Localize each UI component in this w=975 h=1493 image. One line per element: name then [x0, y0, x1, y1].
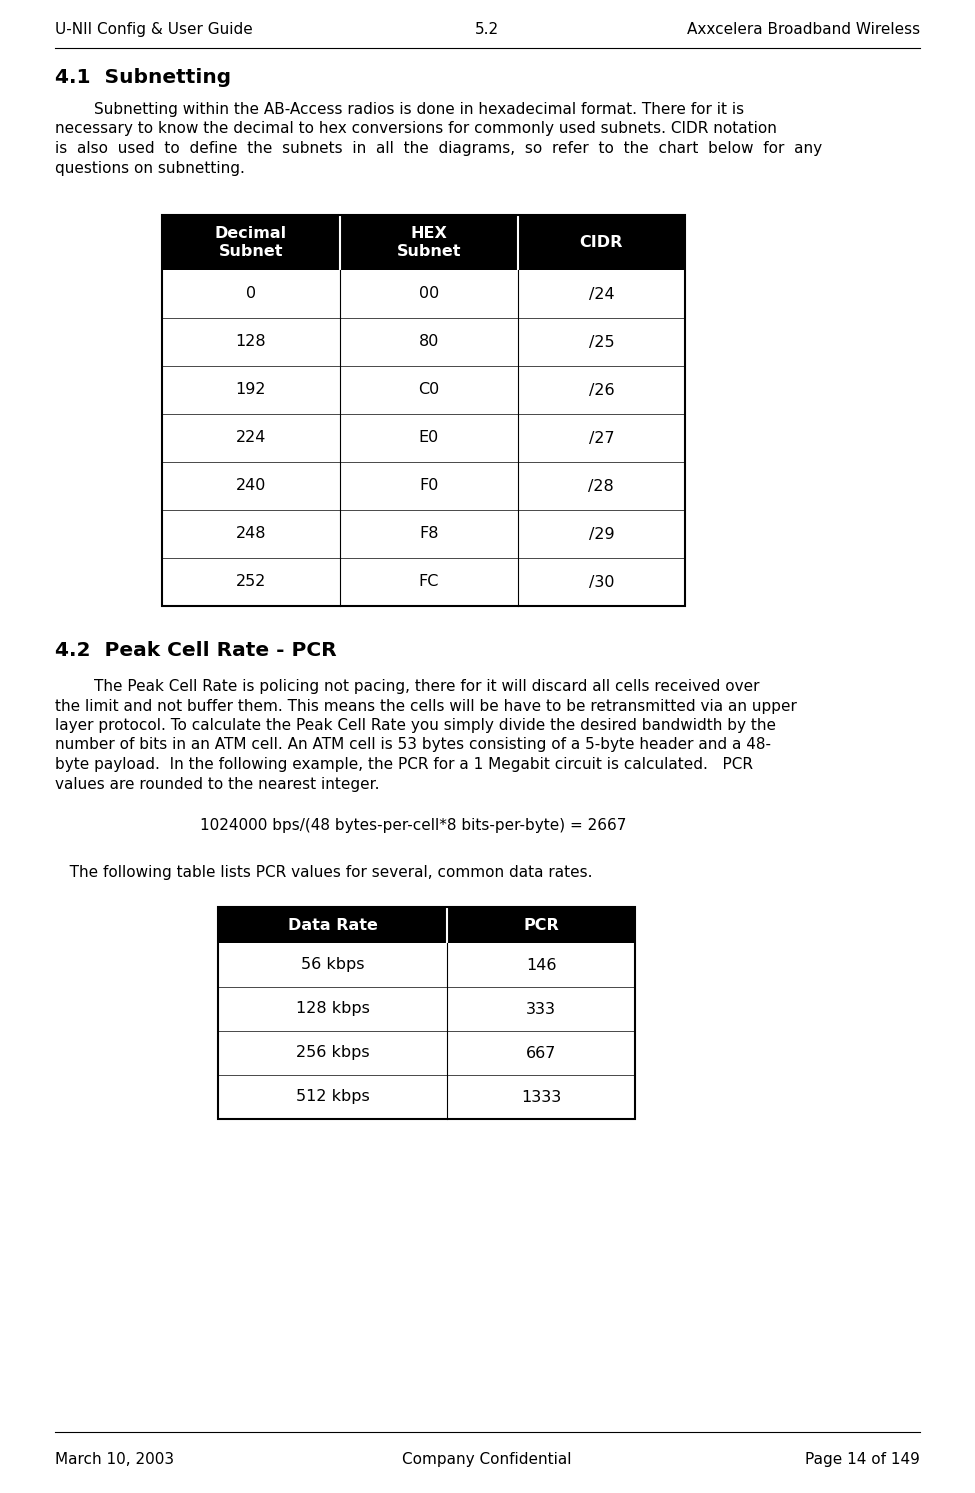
- Text: The Peak Cell Rate is policing not pacing, there for it will discard all cells r: The Peak Cell Rate is policing not pacin…: [55, 679, 760, 694]
- Text: PCR: PCR: [524, 918, 559, 933]
- Text: /25: /25: [589, 334, 614, 349]
- Bar: [162, 215, 685, 270]
- Text: C0: C0: [418, 382, 440, 397]
- Text: FC: FC: [418, 575, 439, 590]
- Text: is  also  used  to  define  the  subnets  in  all  the  diagrams,  so  refer  to: is also used to define the subnets in al…: [55, 140, 822, 155]
- Text: Data Rate: Data Rate: [288, 918, 377, 933]
- Text: The following table lists PCR values for several, common data rates.: The following table lists PCR values for…: [55, 866, 593, 881]
- Text: F0: F0: [419, 478, 439, 494]
- Bar: [218, 908, 635, 1118]
- Bar: [162, 215, 685, 606]
- Text: 512 kbps: 512 kbps: [295, 1090, 370, 1105]
- Text: 4.1  Subnetting: 4.1 Subnetting: [55, 69, 231, 87]
- Text: 5.2: 5.2: [475, 22, 499, 37]
- Text: E0: E0: [418, 430, 439, 445]
- Text: 252: 252: [236, 575, 266, 590]
- Text: 240: 240: [236, 478, 266, 494]
- Text: 4.2  Peak Cell Rate - PCR: 4.2 Peak Cell Rate - PCR: [55, 640, 336, 660]
- Text: /28: /28: [589, 478, 614, 494]
- Text: March 10, 2003: March 10, 2003: [55, 1453, 175, 1468]
- Text: 128 kbps: 128 kbps: [295, 1002, 370, 1017]
- Text: the limit and not buffer them. This means the cells will be have to be retransmi: the limit and not buffer them. This mean…: [55, 699, 797, 714]
- Text: necessary to know the decimal to hex conversions for commonly used subnets. CIDR: necessary to know the decimal to hex con…: [55, 121, 777, 136]
- Text: 1024000 bps/(48 bytes-per-cell*8 bits-per-byte) = 2667: 1024000 bps/(48 bytes-per-cell*8 bits-pe…: [200, 818, 626, 833]
- Text: F8: F8: [419, 527, 439, 542]
- Text: 192: 192: [236, 382, 266, 397]
- Text: 1333: 1333: [521, 1090, 562, 1105]
- Text: Page 14 of 149: Page 14 of 149: [805, 1453, 920, 1468]
- Text: 00: 00: [418, 287, 439, 302]
- Text: 128: 128: [236, 334, 266, 349]
- Text: 0: 0: [246, 287, 256, 302]
- Text: 248: 248: [236, 527, 266, 542]
- Text: questions on subnetting.: questions on subnetting.: [55, 161, 245, 176]
- Text: 224: 224: [236, 430, 266, 445]
- Text: /27: /27: [589, 430, 614, 445]
- Text: HEX
Subnet: HEX Subnet: [397, 227, 461, 258]
- Text: 333: 333: [526, 1002, 556, 1017]
- Text: /24: /24: [589, 287, 614, 302]
- Text: Subnetting within the AB-Access radios is done in hexadecimal format. There for : Subnetting within the AB-Access radios i…: [55, 102, 744, 116]
- Text: 80: 80: [418, 334, 439, 349]
- Text: U-NII Config & User Guide: U-NII Config & User Guide: [55, 22, 253, 37]
- Text: Axxcelera Broadband Wireless: Axxcelera Broadband Wireless: [686, 22, 920, 37]
- Text: /29: /29: [589, 527, 614, 542]
- Text: /30: /30: [589, 575, 614, 590]
- Text: 56 kbps: 56 kbps: [301, 957, 365, 972]
- Bar: [218, 908, 635, 944]
- Text: 256 kbps: 256 kbps: [295, 1045, 370, 1060]
- Text: layer protocol. To calculate the Peak Cell Rate you simply divide the desired ba: layer protocol. To calculate the Peak Ce…: [55, 718, 776, 733]
- Text: Company Confidential: Company Confidential: [403, 1453, 571, 1468]
- Text: CIDR: CIDR: [579, 234, 623, 249]
- Text: values are rounded to the nearest integer.: values are rounded to the nearest intege…: [55, 776, 379, 791]
- Text: /26: /26: [589, 382, 614, 397]
- Text: number of bits in an ATM cell. An ATM cell is 53 bytes consisting of a 5-byte he: number of bits in an ATM cell. An ATM ce…: [55, 738, 771, 752]
- Text: Decimal
Subnet: Decimal Subnet: [214, 227, 287, 258]
- Text: byte payload.  In the following example, the PCR for a 1 Megabit circuit is calc: byte payload. In the following example, …: [55, 757, 753, 772]
- Text: 146: 146: [526, 957, 557, 972]
- Text: 667: 667: [526, 1045, 557, 1060]
